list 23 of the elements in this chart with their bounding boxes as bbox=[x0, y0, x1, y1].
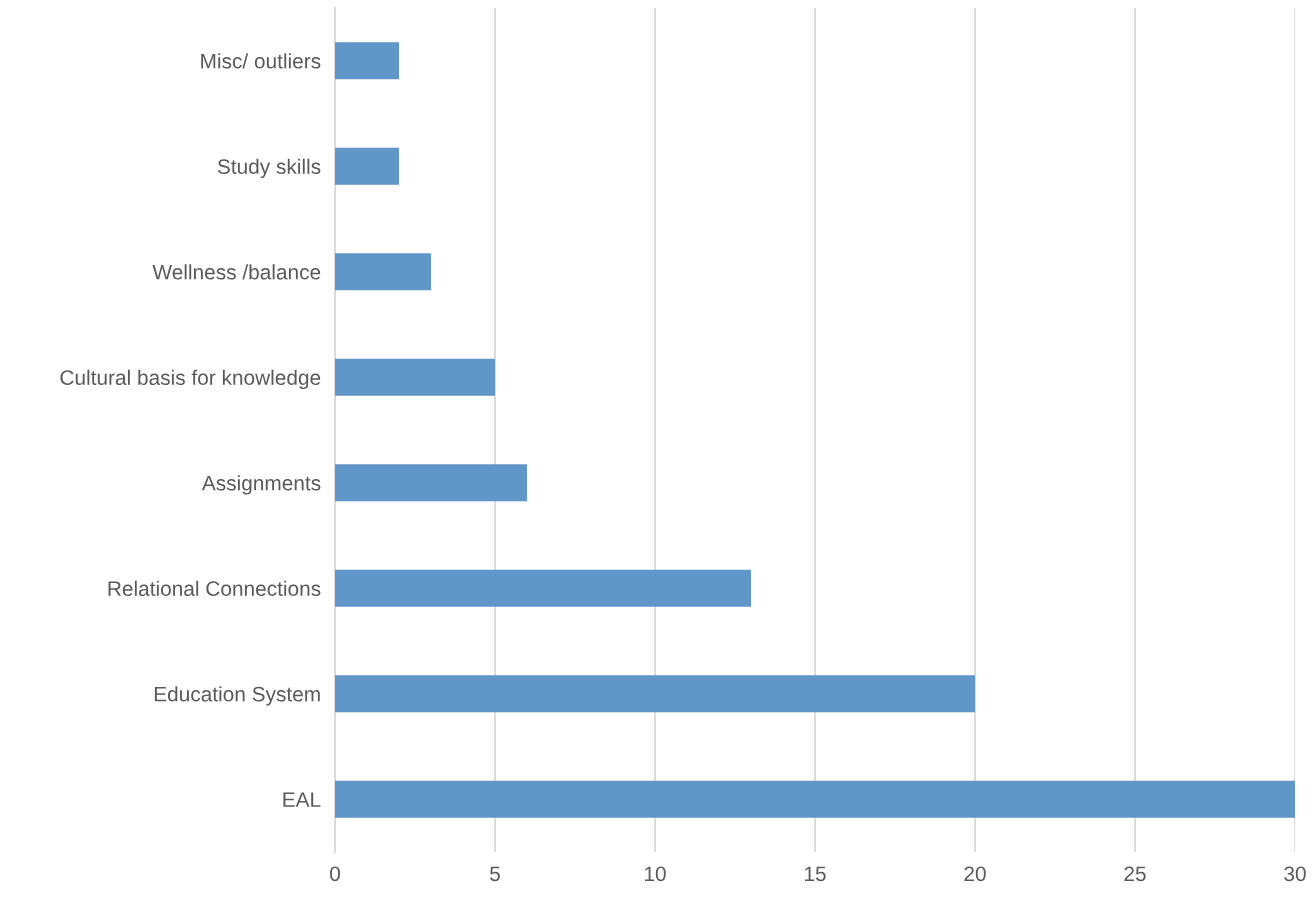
x-tick-label: 20 bbox=[964, 866, 986, 882]
bar bbox=[335, 42, 399, 80]
y-tick-label: Cultural basis for knowledge bbox=[60, 369, 321, 390]
bar bbox=[335, 780, 1295, 818]
bar bbox=[335, 569, 751, 607]
y-tick-label: EAL bbox=[283, 792, 321, 807]
bar bbox=[335, 358, 495, 396]
x-tick-label: 10 bbox=[645, 866, 666, 882]
x-tick-label: 0 bbox=[330, 866, 340, 882]
y-tick-label: Assignments bbox=[201, 475, 321, 495]
bar bbox=[335, 464, 527, 502]
y-tick-label: Wellness /balance bbox=[152, 264, 321, 280]
y-tick-label: Relational Connections bbox=[108, 580, 321, 596]
bar bbox=[335, 147, 399, 185]
x-tick-label: 5 bbox=[490, 866, 500, 882]
y-tick-label: Education System bbox=[154, 686, 320, 706]
y-tick-label: Misc/ outliers bbox=[201, 53, 321, 69]
x-tick-label: 30 bbox=[1284, 866, 1306, 882]
bar bbox=[335, 675, 975, 713]
y-tick-label: Study skills bbox=[217, 158, 321, 179]
x-tick-label: 25 bbox=[1124, 866, 1146, 882]
x-tick-label: 15 bbox=[805, 866, 826, 882]
bar bbox=[335, 253, 431, 291]
